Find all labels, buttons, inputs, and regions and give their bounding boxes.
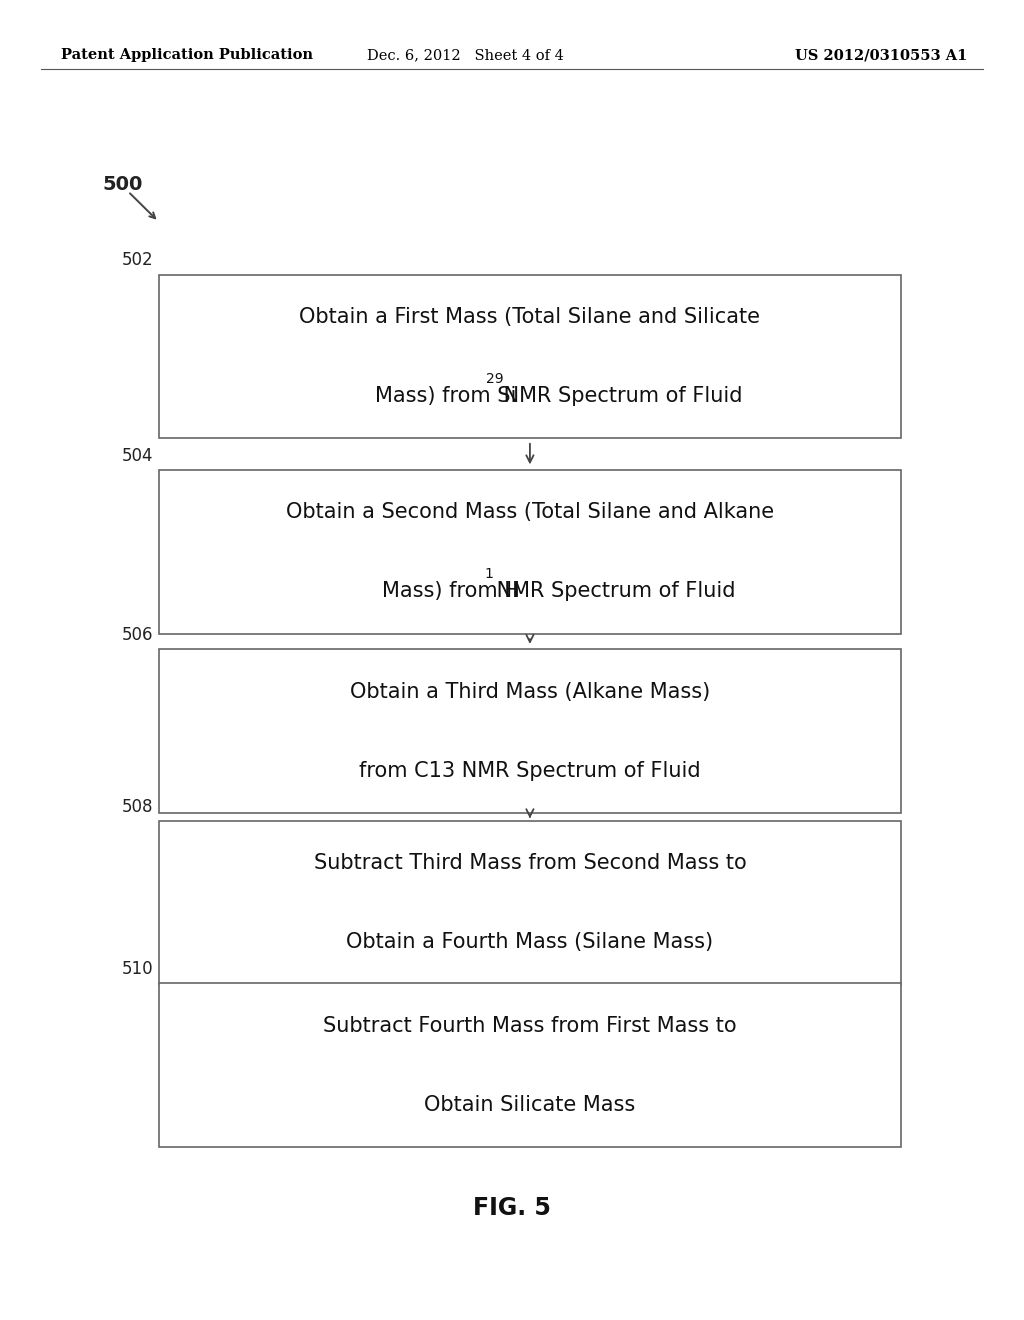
Text: 508: 508 [122,797,154,816]
Text: NMR Spectrum of Fluid: NMR Spectrum of Fluid [490,581,735,602]
Text: Obtain a Fourth Mass (Silane Mass): Obtain a Fourth Mass (Silane Mass) [346,932,714,953]
Text: 510: 510 [122,960,154,978]
Text: 1: 1 [484,568,494,581]
Text: 502: 502 [122,251,154,269]
Text: Patent Application Publication: Patent Application Publication [61,49,313,62]
Text: Obtain Silicate Mass: Obtain Silicate Mass [424,1094,636,1115]
Text: Subtract Fourth Mass from First Mass to: Subtract Fourth Mass from First Mass to [324,1015,736,1036]
Bar [159,275,901,438]
Text: from C13 NMR Spectrum of Fluid: from C13 NMR Spectrum of Fluid [359,760,700,781]
Text: Obtain a Third Mass (Alkane Mass): Obtain a Third Mass (Alkane Mass) [350,681,710,702]
Text: Subtract Third Mass from Second Mass to: Subtract Third Mass from Second Mass to [313,853,746,874]
Text: Obtain a First Mass (Total Silane and Silicate: Obtain a First Mass (Total Silane and Si… [299,306,761,327]
Bar [159,649,901,813]
Text: 504: 504 [122,446,154,465]
Text: NMR Spectrum of Fluid: NMR Spectrum of Fluid [497,385,742,407]
Text: Mass) from H: Mass) from H [382,581,519,602]
Text: Obtain a Second Mass (Total Silane and Alkane: Obtain a Second Mass (Total Silane and A… [286,502,774,523]
Text: 29: 29 [485,372,504,385]
Bar [159,983,901,1147]
Text: US 2012/0310553 A1: US 2012/0310553 A1 [796,49,968,62]
Text: FIG. 5: FIG. 5 [473,1196,551,1220]
Text: 506: 506 [122,626,154,644]
Text: 500: 500 [102,176,142,194]
Bar [159,821,901,985]
Bar [159,470,901,634]
Text: Mass) from Si: Mass) from Si [375,385,516,407]
Text: Dec. 6, 2012   Sheet 4 of 4: Dec. 6, 2012 Sheet 4 of 4 [368,49,564,62]
